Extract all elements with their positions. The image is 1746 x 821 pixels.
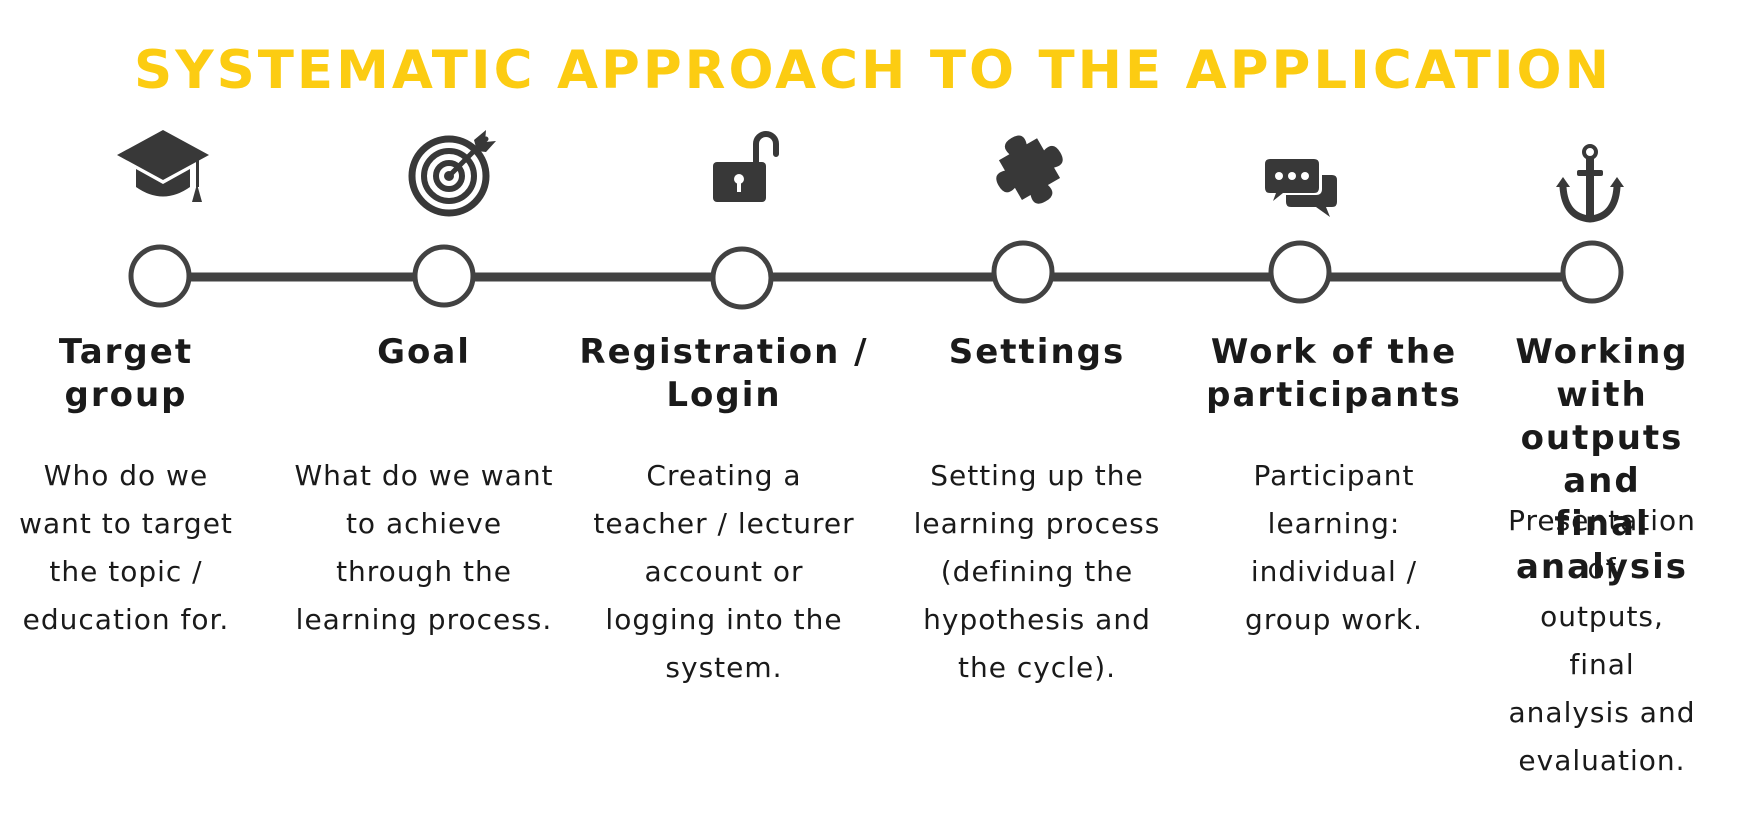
open-padlock-icon bbox=[713, 131, 779, 202]
step-title-settings: Settings bbox=[948, 332, 1126, 372]
timeline-node-participants-work bbox=[1268, 240, 1332, 304]
step-desc-participants-work: Participant learning: individual / group… bbox=[1245, 459, 1423, 636]
step-title-target-group: Target group bbox=[58, 332, 194, 415]
anchor-icon bbox=[1556, 144, 1624, 223]
timeline-node-final-analysis bbox=[1560, 240, 1624, 304]
chat-bubbles-icon bbox=[1264, 157, 1337, 217]
step-desc-registration: Creating a teacher / lecturer account or… bbox=[593, 459, 855, 684]
timeline-node-registration bbox=[710, 246, 774, 310]
step-desc-final-analysis: Presentation of outputs, final analysis … bbox=[1508, 504, 1696, 777]
target-arrow-icon bbox=[408, 130, 496, 217]
step-title-final-analysis: Working with outputs and final analysis bbox=[1515, 332, 1689, 587]
timeline-node-goal bbox=[412, 244, 476, 308]
step-title-participants-work: Work of the participants bbox=[1206, 332, 1462, 415]
puzzle-piece-icon bbox=[996, 135, 1063, 204]
timeline-node-target-group bbox=[128, 244, 192, 308]
timeline-node-settings bbox=[991, 240, 1055, 304]
step-desc-target-group: Who do we want to target the topic / edu… bbox=[19, 459, 233, 636]
step-desc-settings: Setting up the learning process (definin… bbox=[913, 459, 1161, 684]
graduation-cap-icon bbox=[117, 130, 209, 202]
step-desc-goal: What do we want to achieve through the l… bbox=[294, 459, 554, 636]
step-title-registration: Registration / Login bbox=[579, 332, 869, 415]
diagram-title: SYSTEMATIC APPROACH TO THE APPLICATION bbox=[134, 40, 1612, 101]
step-title-goal: Goal bbox=[377, 332, 471, 372]
